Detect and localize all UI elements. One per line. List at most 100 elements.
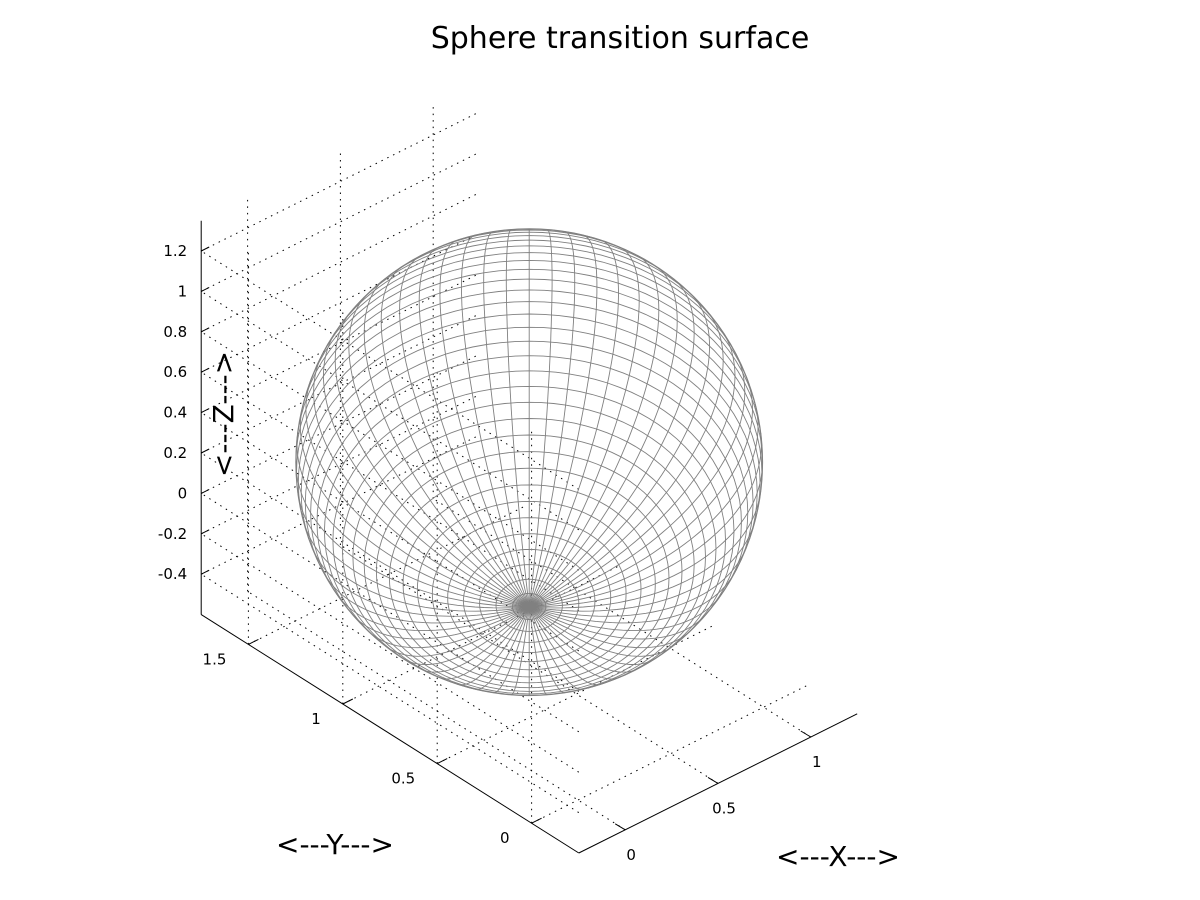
- z-tick-mark: [200, 408, 210, 414]
- z-tick-mark: [200, 367, 210, 373]
- mesh-meridian: [528, 246, 640, 608]
- mesh-meridian: [296, 432, 530, 608]
- mesh-meridian: [439, 239, 530, 608]
- y-tick-mark: [248, 638, 259, 645]
- y-axis-line: [200, 614, 580, 854]
- mesh-meridian: [528, 606, 674, 657]
- mesh-meridian: [305, 376, 530, 608]
- mesh-parallel: [431, 517, 627, 671]
- mesh-parallel: [388, 467, 670, 689]
- grid-line: [432, 498, 812, 738]
- mesh-meridian: [368, 606, 530, 649]
- z-tick-mark: [200, 286, 210, 292]
- mesh-meridian: [349, 606, 530, 640]
- mesh-meridian: [311, 547, 530, 617]
- x-tick-label: 1: [812, 753, 822, 771]
- mesh-meridian: [528, 606, 548, 696]
- mesh-parallel: [402, 484, 656, 684]
- grid-line: [200, 313, 480, 454]
- mesh-meridian: [385, 606, 530, 657]
- mesh-meridian: [528, 606, 565, 694]
- mesh-parallel: [302, 259, 757, 407]
- mesh-meridian: [528, 606, 709, 640]
- mesh-meridian: [528, 606, 691, 649]
- mesh-meridian: [529, 519, 756, 612]
- mesh-parallel: [322, 245, 737, 355]
- mesh-parallel: [308, 252, 750, 386]
- mesh-meridian: [529, 547, 747, 617]
- mesh-parallel: [463, 548, 596, 653]
- mesh-meridian: [528, 606, 621, 680]
- grid-line: [531, 683, 811, 824]
- z-tick-label: 1: [178, 282, 188, 300]
- z-tick-mark: [200, 488, 210, 494]
- z-tick-mark: [200, 327, 210, 333]
- y-tick-label: 0.5: [391, 770, 415, 788]
- mesh-meridian: [528, 292, 711, 608]
- mesh-meridian: [399, 254, 530, 608]
- z-tick-label: 1.2: [163, 242, 187, 260]
- y-axis-label: <---Y--->: [276, 828, 394, 861]
- grid-line: [200, 111, 480, 252]
- mesh-meridian: [421, 606, 530, 673]
- mesh-parallel: [374, 231, 684, 288]
- mesh-parallel: [295, 278, 763, 463]
- y-tick-mark: [436, 758, 448, 765]
- x-tick-label: 0.5: [712, 799, 736, 817]
- y-tick-label: 0: [500, 829, 510, 847]
- mesh-meridian: [483, 231, 530, 607]
- y-tick-label: 1: [311, 710, 321, 728]
- mesh-meridian: [461, 235, 530, 607]
- z-tick-label: 0.4: [163, 404, 187, 422]
- mesh-meridian: [529, 404, 759, 608]
- mesh-meridian: [529, 432, 762, 608]
- z-tick-mark: [200, 569, 210, 575]
- mesh-meridian: [529, 376, 753, 608]
- mesh-meridian: [529, 592, 723, 632]
- z-tick-label: -0.2: [158, 525, 187, 543]
- mesh-meridian: [528, 265, 678, 608]
- mesh-meridian: [528, 606, 638, 673]
- y-tick-label: 1.5: [203, 650, 227, 668]
- z-tick-label: -0.4: [158, 565, 187, 583]
- mesh-meridian: [348, 292, 530, 608]
- z-tick-label: 0.8: [163, 323, 187, 341]
- z-tick-label: 0.6: [163, 363, 187, 381]
- grid-line: [200, 232, 480, 373]
- mesh-parallel: [296, 268, 762, 440]
- mesh-meridian: [529, 491, 762, 609]
- grid-lines: [200, 104, 812, 831]
- grid-line: [200, 394, 480, 535]
- x-tick-mark: [800, 730, 812, 738]
- x-axis-label: <---X--->: [776, 840, 900, 873]
- mesh-meridian: [528, 278, 695, 608]
- z-tick-mark: [200, 246, 210, 252]
- z-axis-label: <---Z--->: [207, 351, 240, 477]
- y-tick-mark: [531, 817, 542, 824]
- mesh-parallel: [495, 578, 563, 632]
- mesh-meridian: [528, 231, 576, 607]
- mesh-parallel: [363, 434, 695, 695]
- chart-title: Sphere transition surface: [431, 21, 810, 56]
- mesh-meridian: [418, 246, 530, 608]
- sphere-surface-mesh: [295, 228, 764, 697]
- y-tick-mark: [342, 698, 354, 705]
- mesh-meridian: [335, 592, 530, 632]
- x-tick-mark: [614, 823, 626, 831]
- mesh-meridian: [380, 265, 530, 608]
- grid-line: [200, 250, 580, 490]
- mesh-meridian: [528, 239, 619, 608]
- mesh-meridian: [528, 229, 553, 607]
- mesh-meridian: [437, 606, 530, 680]
- mesh-parallel: [447, 533, 612, 663]
- axes: [200, 220, 858, 854]
- sphere-outline: [295, 228, 764, 697]
- mesh-parallel: [352, 235, 707, 310]
- tick-labels: 0 0.5 1 0 0.5 1 1.5 -0.4 -0.2 0 0.2 0.4 0.6 0.8 1 1.2: [158, 242, 822, 864]
- z-tick-label: 0.2: [163, 444, 187, 462]
- z-tick-mark: [200, 448, 210, 454]
- mesh-meridian: [363, 278, 530, 608]
- mesh-meridian: [511, 606, 530, 696]
- mesh-meridian: [529, 330, 736, 608]
